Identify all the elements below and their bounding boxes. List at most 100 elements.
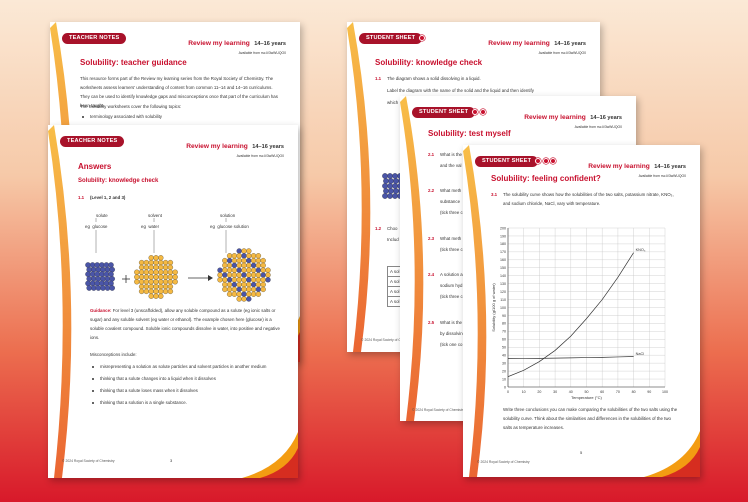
question-line: Label the diagram with the name of the s… (387, 88, 534, 93)
particle (241, 296, 247, 302)
particle (250, 281, 257, 288)
particle (148, 264, 154, 271)
question-line: (tick one co (440, 342, 463, 347)
particle (100, 266, 106, 273)
particle (226, 253, 233, 259)
available: Available from rsc.li/3wWUQO0 (574, 125, 622, 129)
student-sheet-page: STUDENT SHEET Review my learning 14–16 y… (463, 145, 700, 477)
particle (231, 262, 238, 269)
particle (138, 279, 145, 285)
level: (Level 1, 2 and 3) (90, 195, 126, 200)
particle (250, 277, 257, 283)
y-tick-label: 60 (502, 338, 506, 342)
y-tick-label: 150 (500, 266, 506, 270)
particle (241, 286, 247, 293)
bullet: thinking that a solute changes into a li… (90, 374, 280, 383)
y-tick-label: 90 (502, 314, 506, 318)
question-number: 2.1 (428, 152, 435, 157)
particle (246, 257, 252, 264)
particle (241, 272, 247, 278)
particle (246, 272, 252, 278)
age: 14–16 years (654, 164, 686, 170)
particle (95, 266, 102, 273)
particle (153, 274, 159, 280)
particle (236, 257, 242, 264)
particle (222, 281, 228, 288)
swoosh (400, 96, 424, 421)
age: 14–16 years (590, 115, 622, 121)
page-title: Answers (78, 162, 112, 171)
corner (662, 447, 700, 477)
particle (226, 272, 233, 278)
series: Review my learning (488, 40, 550, 47)
particle (217, 277, 223, 283)
particle (138, 259, 145, 266)
age: 14–16 years (254, 41, 286, 47)
particle (172, 279, 178, 285)
question-line: A solution a (440, 272, 463, 277)
y-tick-label: 130 (500, 282, 506, 286)
header: Review my learning 14–16 years Available … (188, 32, 286, 55)
particle (392, 183, 398, 189)
particle (143, 259, 150, 266)
particle (148, 255, 154, 261)
y-tick-label: 10 (502, 377, 506, 381)
particle (167, 283, 174, 290)
bullet-list: misrepresenting a solution as solute par… (90, 362, 280, 410)
particle (226, 277, 233, 283)
particle (382, 173, 388, 179)
particle (241, 291, 247, 297)
particle (158, 288, 164, 295)
particle (158, 274, 164, 280)
particle (94, 262, 100, 268)
particle (265, 267, 271, 273)
particle (382, 183, 388, 189)
particle (104, 276, 111, 282)
footer: © 2024 Royal Society of Chemistry (477, 460, 530, 464)
particle (94, 280, 100, 287)
question-line: sodium hyd (440, 283, 463, 288)
particle (222, 267, 228, 273)
guidance: Guidance: For level 3 (unscaffolded), al… (90, 306, 280, 342)
paragraph: This resource forms part of the Review m… (80, 76, 278, 108)
particle (393, 188, 399, 194)
particle (91, 276, 97, 282)
y-tick-label: 140 (500, 274, 506, 278)
bullet: terminology associated with solubility (80, 112, 280, 121)
particle (172, 274, 178, 280)
particle (222, 272, 228, 278)
dot (479, 109, 486, 115)
page-title: Solubility: test myself (428, 129, 511, 138)
particle (91, 285, 97, 291)
y-tick-label: 100 (500, 306, 506, 310)
particle (265, 277, 271, 283)
diagram-label: solvent (148, 213, 162, 218)
particle (138, 288, 145, 295)
particle (138, 274, 145, 280)
particle (250, 257, 257, 264)
particle (104, 285, 111, 291)
question-line: What is the (440, 152, 462, 157)
particle (134, 269, 140, 275)
particle (255, 286, 262, 293)
particle (236, 296, 242, 302)
particle (382, 193, 388, 199)
swoosh (463, 145, 487, 477)
series: Review my learning (588, 163, 650, 170)
footer: © 2024 Royal Society of Chemistry (361, 338, 414, 342)
particle (387, 183, 393, 189)
solubility-chart: 0102030405060708090100110120130140150160… (491, 226, 668, 400)
bullet: thinking that a solution is a single sub… (90, 398, 280, 407)
particle (143, 283, 150, 290)
particle (250, 272, 257, 278)
y-axis-label: Solubility (g/100 g of water) (491, 283, 496, 332)
guidance-text: For level 3 (unscaffolded), allow any so… (90, 308, 280, 340)
footer: © 2024 Royal Society of Chemistry (412, 408, 465, 412)
particle (89, 271, 96, 277)
corner (260, 448, 298, 478)
particle (241, 253, 247, 259)
particle-diagram (85, 218, 271, 302)
particle (143, 269, 150, 275)
particle (226, 286, 233, 293)
